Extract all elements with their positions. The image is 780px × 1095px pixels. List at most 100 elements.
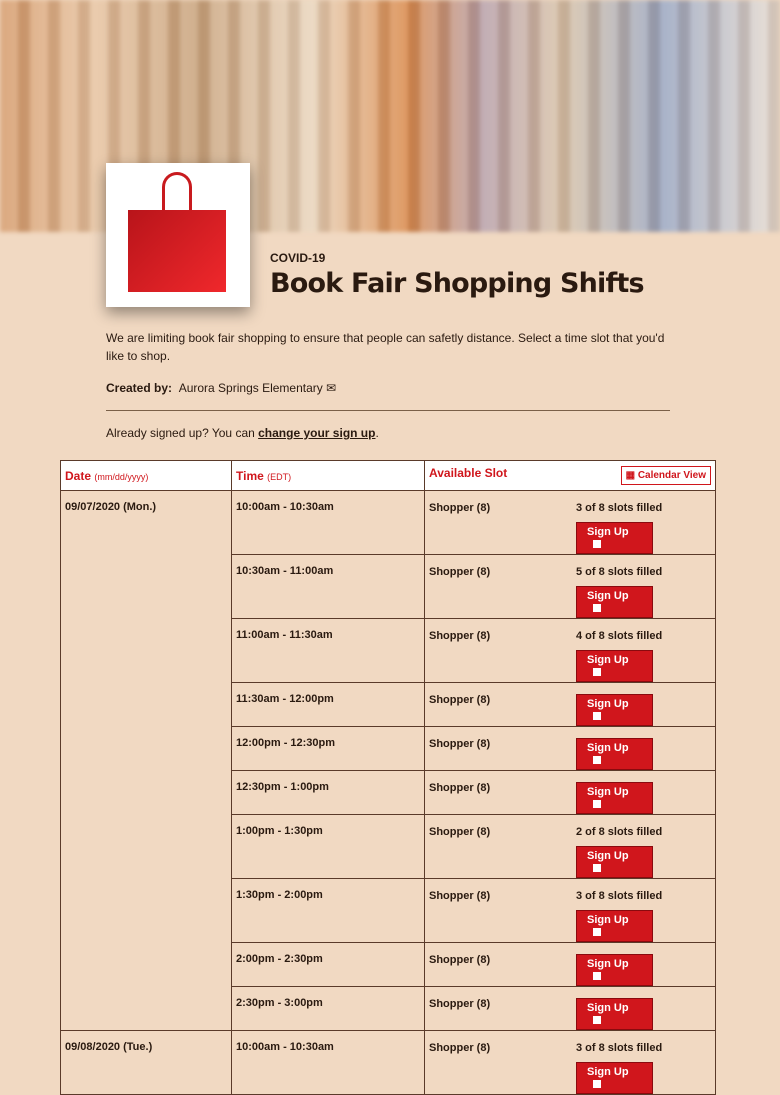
sign-up-checkbox[interactable] — [593, 1080, 601, 1089]
col-date-label: Date — [65, 468, 92, 483]
slot-cell: Shopper (8) Sign Up — [424, 770, 716, 815]
slots-filled-text: 3 of 8 slots filled — [576, 890, 663, 902]
slots-filled-text: 4 of 8 slots filled — [576, 630, 663, 642]
slot-name: Shopper (8) — [429, 954, 491, 966]
slot-status: 3 of 8 slots filled Sign Up — [576, 890, 711, 942]
sign-up-checkbox[interactable] — [593, 540, 601, 549]
sign-up-label: Sign Up — [587, 698, 629, 710]
calendar-view-button[interactable]: ▦ Calendar View — [620, 466, 711, 485]
already-suffix: . — [375, 426, 379, 440]
slot-name: Shopper (8) — [429, 738, 491, 750]
sign-up-button[interactable]: Sign Up — [576, 998, 653, 1030]
sign-up-button[interactable]: Sign Up — [576, 910, 653, 942]
sign-up-label: Sign Up — [587, 850, 629, 862]
time-cell: 11:00am - 11:30am — [231, 618, 425, 683]
slot-wrap: Shopper (8) 2 of 8 slots filled Sign Up — [429, 826, 711, 878]
slot-status: Sign Up — [576, 954, 711, 986]
slot-wrap: Shopper (8) Sign Up — [429, 998, 711, 1030]
slot-cell: Shopper (8) 3 of 8 slots filled Sign Up — [424, 490, 716, 555]
slot-cell: Shopper (8) 2 of 8 slots filled Sign Up — [424, 814, 716, 879]
slot-wrap: Shopper (8) 4 of 8 slots filled Sign Up — [429, 630, 711, 682]
logo-shopping-bag — [106, 163, 250, 307]
sign-up-checkbox[interactable] — [593, 864, 601, 873]
sign-up-checkbox[interactable] — [593, 604, 601, 613]
slots-filled-text: 5 of 8 slots filled — [576, 566, 663, 578]
slot-status: 4 of 8 slots filled Sign Up — [576, 630, 711, 682]
time-cell: 12:30pm - 1:00pm — [231, 770, 425, 815]
sign-up-label: Sign Up — [587, 914, 629, 926]
sign-up-button[interactable]: Sign Up — [576, 846, 653, 878]
sign-up-button[interactable]: Sign Up — [576, 586, 653, 618]
created-by-label: Created by: — [106, 381, 173, 395]
slot-wrap: Shopper (8) 3 of 8 slots filled Sign Up — [429, 502, 711, 554]
slot-wrap: Shopper (8) 5 of 8 slots filled Sign Up — [429, 566, 711, 618]
slots-filled-text: 3 of 8 slots filled — [576, 1042, 663, 1054]
slot-name: Shopper (8) — [429, 998, 491, 1010]
slot-name: Shopper (8) — [429, 630, 491, 642]
sign-up-label: Sign Up — [587, 742, 629, 754]
sign-up-checkbox[interactable] — [593, 800, 601, 809]
slots-filled-text: 2 of 8 slots filled — [576, 826, 663, 838]
sign-up-button[interactable]: Sign Up — [576, 954, 653, 986]
sign-up-button[interactable]: Sign Up — [576, 782, 653, 814]
bag-handle — [162, 172, 192, 216]
slot-cell: Shopper (8) 5 of 8 slots filled Sign Up — [424, 554, 716, 619]
table-row: 12:30pm - 1:00pm Shopper (8) Sign Up — [61, 770, 716, 815]
signup-table: Date (mm/dd/yyyy) Time (EDT) Available S… — [60, 460, 716, 1095]
sign-up-checkbox[interactable] — [593, 1016, 601, 1025]
slot-cell: Shopper (8) 4 of 8 slots filled Sign Up — [424, 618, 716, 683]
slot-status: Sign Up — [576, 694, 711, 726]
sign-up-label: Sign Up — [587, 526, 629, 538]
sign-up-button[interactable]: Sign Up — [576, 738, 653, 770]
creator-name: Aurora Springs Elementary — [178, 381, 323, 395]
date-cell: 09/08/2020 (Tue.) — [60, 1030, 232, 1095]
slot-wrap: Shopper (8) Sign Up — [429, 954, 711, 986]
slot-name: Shopper (8) — [429, 890, 491, 902]
sign-up-button[interactable]: Sign Up — [576, 694, 653, 726]
category-label: COVID-19 — [270, 251, 326, 265]
col-slot-label: Available Slot — [429, 466, 508, 480]
col-time-label: Time — [236, 468, 264, 483]
change-sign-up-link[interactable]: change your sign up — [258, 426, 376, 440]
sign-up-checkbox[interactable] — [593, 756, 601, 765]
time-cell: 10:30am - 11:00am — [231, 554, 425, 619]
col-time-hint: (EDT) — [267, 471, 292, 482]
sign-up-button[interactable]: Sign Up — [576, 1062, 653, 1094]
table-row: 09/07/2020 (Mon.) 10:00am - 10:30am Shoppe… — [60, 490, 716, 1031]
sign-up-checkbox[interactable] — [593, 668, 601, 677]
slots-filled-text: 3 of 8 slots filled — [576, 502, 663, 514]
slot-name: Shopper (8) — [429, 782, 491, 794]
already-signed-up: Already signed up? You can change your s… — [106, 426, 379, 440]
slot-status: Sign Up — [576, 782, 711, 814]
sign-up-button[interactable]: Sign Up — [576, 522, 653, 554]
sign-up-label: Sign Up — [587, 654, 629, 666]
sign-up-checkbox[interactable] — [593, 712, 601, 721]
time-cell: 11:30am - 12:00pm — [231, 682, 425, 727]
slot-name: Shopper (8) — [429, 694, 491, 706]
sign-up-checkbox[interactable] — [593, 928, 601, 937]
slot-status: Sign Up — [576, 998, 711, 1030]
table-row: 09/08/2020 (Tue.) 10:00am - 10:30am Shoppe… — [60, 1030, 716, 1095]
table-row: 2:30pm - 3:00pm Shopper (8) Sign Up — [61, 986, 716, 1031]
table-row: 11:30am - 12:00pm Shopper (8) Sign Up — [61, 682, 716, 727]
time-cell: 1:00pm - 1:30pm — [231, 814, 425, 879]
sign-up-checkbox[interactable] — [593, 972, 601, 981]
slot-cell: Shopper (8) 3 of 8 slots filled Sign Up — [424, 1030, 716, 1095]
already-text: Already signed up? You can — [106, 426, 259, 440]
sign-up-label: Sign Up — [587, 590, 629, 602]
slot-wrap: Shopper (8) Sign Up — [429, 738, 711, 770]
sign-up-label: Sign Up — [587, 786, 629, 798]
col-date: Date (mm/dd/yyyy) — [60, 460, 232, 491]
slot-name: Shopper (8) — [429, 566, 491, 578]
slot-status: Sign Up — [576, 738, 711, 770]
slot-name: Shopper (8) — [429, 1042, 491, 1054]
table-row: 1:00pm - 1:30pm Shopper (8) 2 of 8 slots f… — [61, 814, 716, 879]
mail-icon[interactable]: ✉ — [326, 381, 337, 395]
sign-up-label: Sign Up — [587, 1002, 629, 1014]
slot-name: Shopper (8) — [429, 502, 491, 514]
slot-cell: Shopper (8) Sign Up — [424, 986, 716, 1031]
sign-up-button[interactable]: Sign Up — [576, 650, 653, 682]
creator-line: Created by: Aurora Springs Elementary ✉ — [106, 381, 336, 395]
slot-wrap: Shopper (8) Sign Up — [429, 782, 711, 814]
shopping-bag-icon — [128, 210, 226, 292]
